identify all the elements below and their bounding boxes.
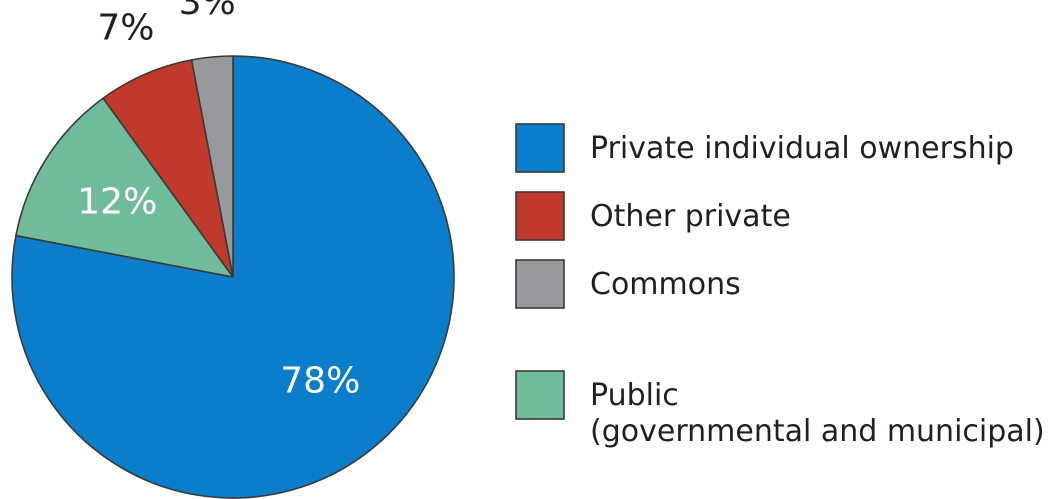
legend-swatch [515,259,565,309]
slice-label-other-private: 7% [97,8,154,49]
legend-entry-other-private: Other private [515,191,791,241]
legend-swatch [515,123,565,173]
legend-label: Commons [590,267,741,302]
slice-label-public-governmental-and-municipal: 12% [77,182,157,223]
legend: Private individual ownership Other privat… [515,123,1045,449]
legend-entry-public-governmental-and-municipal: Public(governmental and municipal) [515,370,1045,449]
legend-entry-commons: Commons [515,259,741,309]
pie-slice-commons [190,55,234,278]
slice-label-commons: 3% [179,0,236,23]
pie-slices [11,55,455,499]
pie-slice-public-governmental-and-municipal [15,97,234,278]
legend-entry-private-individual-ownership: Private individual ownership [515,123,1014,173]
legend-swatch [515,191,565,241]
legend-label: Private individual ownership [590,131,1014,166]
slice-labels: 78% 12% 7% 3% [77,0,360,402]
legend-label: Public [590,378,679,413]
slice-label-private-individual-ownership: 78% [280,361,360,402]
legend-swatch [515,370,565,420]
legend-label: (governmental and municipal) [590,414,1045,449]
legend-label: Other private [590,199,791,234]
